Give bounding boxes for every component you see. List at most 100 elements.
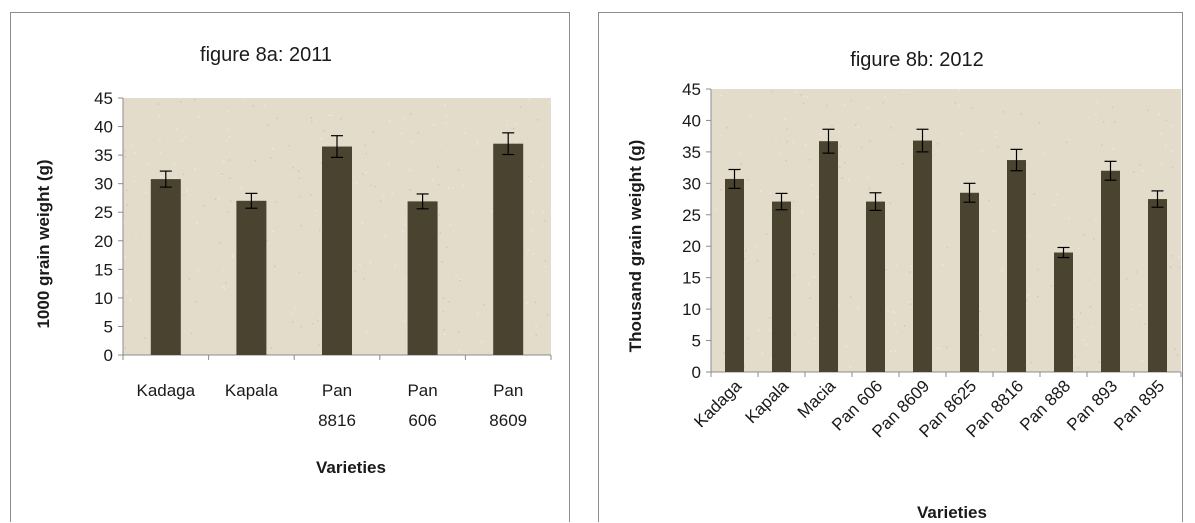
error-bar [1151, 190, 1164, 208]
texture-dot [410, 113, 412, 115]
texture-dot [513, 127, 515, 130]
texture-dot [946, 346, 948, 348]
texture-dot [243, 98, 246, 100]
y-tick-label: 35 [94, 146, 113, 165]
texture-dot [544, 266, 547, 268]
texture-dot [299, 195, 301, 198]
texture-dot [939, 348, 942, 350]
texture-dot [274, 201, 277, 203]
texture-dot [223, 287, 226, 289]
y-tick-label: 25 [94, 203, 113, 222]
texture-dot [365, 172, 367, 174]
texture-dot [1026, 299, 1028, 302]
texture-dot [226, 111, 229, 113]
texture-dot [1165, 119, 1168, 121]
texture-dot [322, 129, 325, 132]
texture-dot [889, 202, 891, 204]
texture-dot [739, 167, 742, 170]
texture-dot [459, 278, 461, 280]
texture-dot [1095, 220, 1097, 222]
texture-dot [406, 277, 408, 280]
texture-dot [229, 136, 231, 138]
texture-dot [808, 282, 810, 285]
bar [772, 201, 791, 372]
texture-dot [884, 96, 886, 98]
texture-dot [272, 148, 274, 150]
texture-dot [544, 260, 547, 262]
y-axis-title: 1000 grain weight (g) [34, 159, 53, 328]
texture-dot [1043, 153, 1045, 155]
texture-dot [356, 182, 358, 184]
texture-dot [826, 104, 828, 107]
texture-dot [736, 170, 738, 172]
texture-dot [758, 329, 760, 332]
texture-dot [1037, 268, 1039, 271]
texture-dot [194, 98, 196, 101]
texture-dot [1027, 294, 1030, 296]
texture-dot [992, 230, 995, 233]
texture-dot [481, 341, 483, 343]
texture-dot [1139, 164, 1142, 166]
texture-dot [446, 151, 449, 153]
y-tick-label: 35 [682, 143, 701, 162]
texture-dot [844, 104, 846, 106]
texture-dot [1178, 266, 1181, 269]
texture-dot [1112, 148, 1115, 150]
error-bar [416, 193, 429, 210]
texture-dot [809, 297, 811, 299]
texture-dot [442, 297, 445, 299]
texture-dot [328, 114, 331, 117]
texture-dot [340, 118, 342, 120]
texture-dot [270, 347, 273, 349]
texture-dot [760, 190, 762, 193]
texture-dot [747, 179, 750, 181]
texture-dot [1033, 193, 1035, 195]
texture-dot [720, 135, 722, 137]
x-tick-label: Kapala [741, 376, 792, 427]
x-axis-title: Varieties [917, 503, 987, 522]
x-tick-label: 606 [408, 411, 436, 430]
bar [960, 192, 979, 372]
texture-dot [417, 132, 419, 134]
texture-dot [442, 311, 444, 313]
texture-dot [222, 286, 224, 289]
texture-dot [814, 337, 816, 340]
texture-dot [1068, 217, 1070, 219]
bar [322, 146, 352, 355]
texture-dot [126, 189, 128, 192]
texture-dot [769, 329, 771, 331]
texture-dot [726, 126, 728, 129]
bar [150, 179, 181, 355]
texture-dot [527, 249, 529, 252]
texture-dot [272, 231, 274, 233]
error-bar [775, 192, 788, 211]
texture-dot [813, 276, 816, 278]
texture-dot [1171, 255, 1174, 257]
texture-dot [868, 177, 870, 179]
texture-dot [319, 229, 321, 232]
texture-dot [1065, 141, 1068, 143]
texture-dot [890, 127, 892, 129]
texture-dot [1088, 116, 1090, 119]
texture-dot [223, 269, 225, 271]
texture-dot [529, 180, 532, 183]
texture-dot [1171, 150, 1173, 152]
texture-dot [910, 265, 912, 268]
error-bar [822, 128, 835, 154]
texture-dot [159, 139, 161, 141]
texture-dot [1126, 277, 1128, 280]
texture-dot [1171, 166, 1174, 168]
texture-dot [298, 170, 300, 172]
texture-dot [861, 146, 863, 149]
y-tick-label: 20 [682, 237, 701, 256]
texture-dot [1142, 170, 1144, 172]
texture-dot [527, 175, 529, 177]
texture-dot [409, 189, 411, 191]
texture-dot [542, 211, 545, 213]
texture-dot [411, 141, 413, 143]
texture-dot [1147, 109, 1149, 112]
texture-dot [181, 140, 183, 142]
texture-dot [1174, 348, 1176, 350]
error-bar [331, 135, 343, 158]
texture-dot [354, 270, 356, 272]
